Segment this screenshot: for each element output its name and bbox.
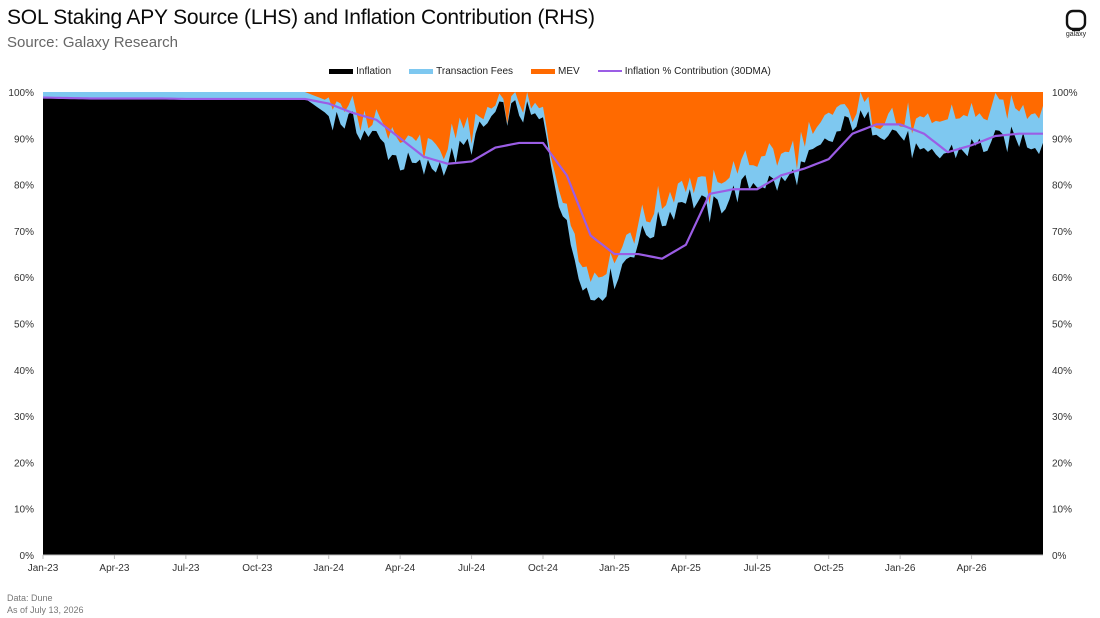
y-tick-right-3: 30%: [1052, 412, 1072, 423]
footer-data-note: Data: Dune: [7, 593, 53, 603]
y-tick-right-4: 40%: [1052, 366, 1072, 377]
inflation-contribution-line: [42, 96, 1043, 260]
legend-item-mev: MEV: [531, 66, 580, 77]
y-tick-right-9: 90%: [1052, 134, 1072, 145]
x-tick-label-7: Oct-24: [528, 563, 558, 574]
x-tick-label-4: Jan-24: [313, 563, 344, 574]
x-tick-label-6: Jul-24: [458, 563, 486, 574]
chart-subtitle: Source: Galaxy Research: [7, 34, 178, 51]
y-tick-right-5: 50%: [1052, 320, 1072, 331]
legend-swatch-transaction-fees: [409, 68, 434, 74]
legend-label-transaction-fees: Transaction Fees: [436, 65, 514, 77]
logo-text: galaxy: [1065, 31, 1087, 38]
y-tick-right-6: 60%: [1052, 273, 1072, 284]
x-tick-label-2: Jul-23: [172, 563, 200, 574]
y-tick-left-3: 30%: [14, 412, 34, 423]
x-tick-label-8: Jan-25: [599, 563, 630, 574]
x-tick-label-3: Oct-23: [242, 563, 272, 574]
x-tick-label-10: Jul-25: [744, 563, 772, 574]
y-tick-left-8: 80%: [14, 181, 34, 192]
legend-label-inflation-contribution: Inflation % Contribution (30DMA): [624, 65, 771, 77]
legend-swatch-mev: [531, 68, 556, 74]
y-tick-left-6: 60%: [14, 273, 34, 284]
y-tick-left-1: 10%: [14, 505, 34, 516]
y-tick-left-4: 40%: [14, 366, 34, 377]
legend-swatch-inflation-contribution: [597, 70, 622, 72]
legend-item-transaction-fees: Transaction Fees: [409, 66, 513, 77]
y-tick-right-2: 20%: [1052, 458, 1072, 469]
y-tick-right-0: 0%: [1052, 551, 1067, 562]
legend-label-inflation: Inflation: [356, 65, 392, 77]
galaxy-logo-icon: [1065, 9, 1087, 32]
x-tick-label-13: Apr-26: [957, 563, 987, 574]
y-tick-left-5: 50%: [14, 320, 34, 331]
y-tick-right-10: 100%: [1052, 88, 1078, 99]
y-tick-right-8: 80%: [1052, 181, 1072, 192]
x-tick-label-0: Jan-23: [28, 563, 59, 574]
legend-item-inflation: Inflation: [329, 66, 391, 77]
legend-swatch-inflation: [329, 68, 354, 74]
y-tick-left-10: 100%: [8, 88, 34, 99]
x-tick-label-9: Apr-25: [671, 563, 701, 574]
footer-as-of: As of July 13, 2026: [7, 605, 84, 615]
x-tick-label-11: Oct-25: [814, 563, 844, 574]
inflation-area: [43, 97, 1043, 555]
y-tick-left-0: 0%: [20, 551, 35, 562]
y-tick-left-2: 20%: [14, 458, 34, 469]
chart-title: SOL Staking APY Source (LHS) and Inflati…: [7, 6, 595, 29]
y-tick-right-1: 10%: [1052, 505, 1072, 516]
x-tick-label-12: Jan-26: [885, 563, 916, 574]
y-tick-right-7: 70%: [1052, 227, 1072, 238]
y-tick-left-9: 90%: [14, 134, 34, 145]
chart-legend: Inflation Transaction Fees MEV Inflation…: [0, 64, 1100, 78]
legend-item-inflation-contribution: Inflation % Contribution (30DMA): [597, 65, 771, 77]
x-tick-label-5: Apr-24: [385, 563, 415, 574]
y-tick-left-7: 70%: [14, 227, 34, 238]
legend-label-mev: MEV: [558, 65, 580, 77]
x-tick-label-1: Apr-23: [99, 563, 129, 574]
